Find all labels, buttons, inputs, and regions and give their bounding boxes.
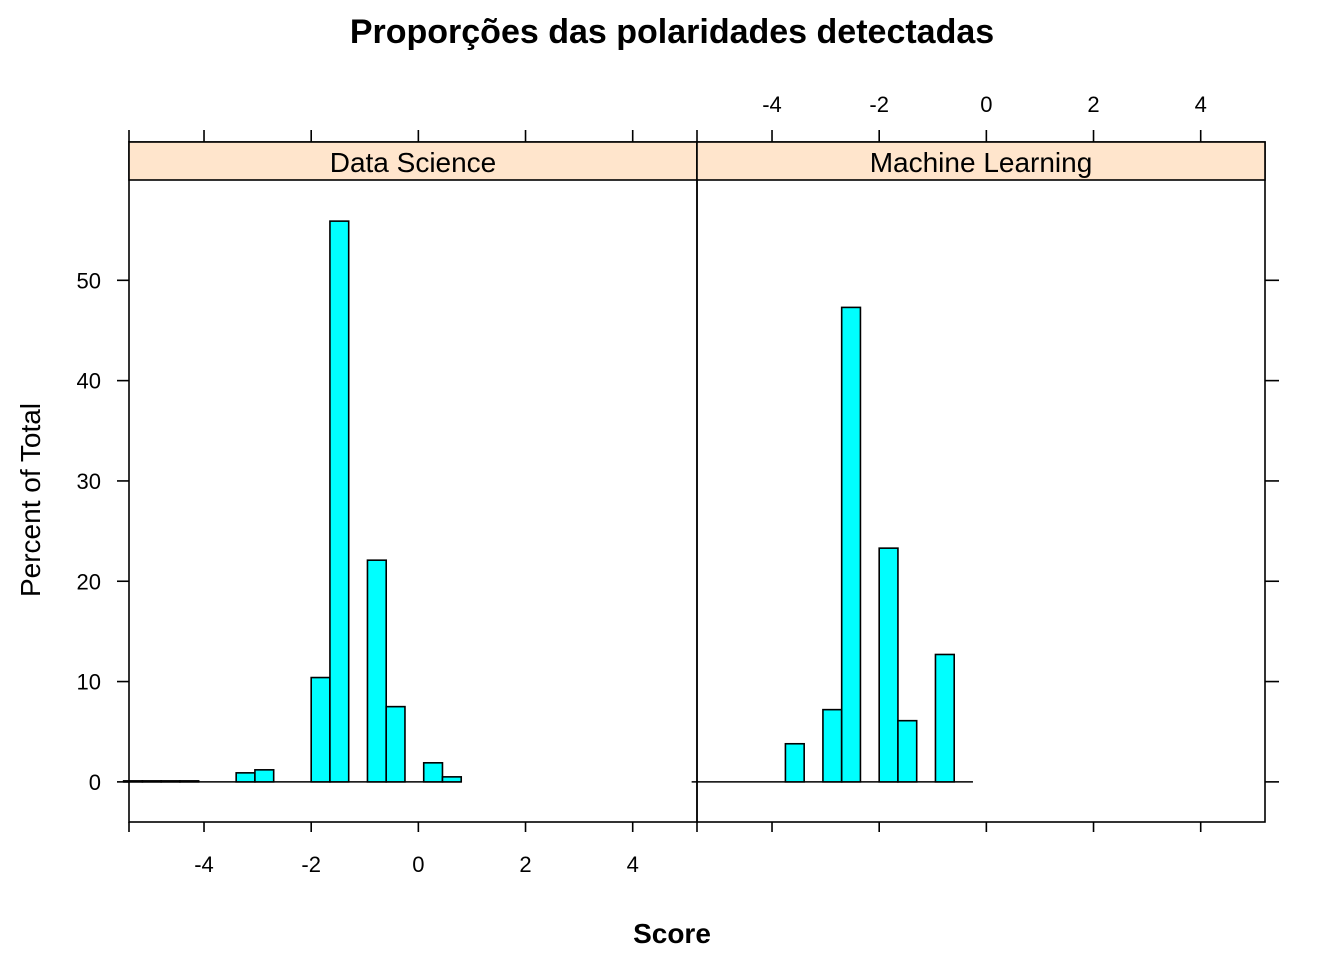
- histogram-bar: [235, 772, 256, 783]
- y-tick-label: 10: [77, 670, 101, 695]
- y-tick-label: 20: [77, 569, 101, 594]
- histogram-bar: [254, 769, 275, 783]
- histogram-bar: [179, 780, 200, 783]
- histogram-bar: [141, 780, 162, 783]
- histogram-bar: [310, 676, 331, 783]
- histogram-bar: [422, 762, 444, 783]
- histogram-bar: [897, 719, 918, 783]
- histogram-bar: [441, 776, 463, 783]
- histogram-bar: [329, 220, 350, 783]
- histogram-bar: [160, 780, 181, 783]
- panel-strip: [128, 141, 698, 181]
- histogram-bar: [840, 306, 862, 783]
- histogram-bar: [878, 547, 899, 783]
- y-tick-label: 30: [77, 469, 101, 494]
- histogram-bar: [934, 653, 956, 783]
- panel-strip-label: Machine Learning: [870, 147, 1093, 178]
- x-tick-label: 0: [412, 852, 424, 877]
- y-tick-label: 50: [77, 268, 101, 293]
- histogram-bar: [385, 705, 406, 783]
- x-tick-label-top: 2: [1087, 92, 1099, 117]
- plot-area: Data Science -4 -2 0 2 4 Machine Learning -4 -2 0…: [77, 92, 1279, 877]
- x-tick-label-top: -4: [762, 92, 782, 117]
- x-tick-label: -2: [301, 852, 321, 877]
- panel-frame: [696, 141, 1266, 823]
- x-tick-label-top: 4: [1195, 92, 1207, 117]
- histogram-bar: [822, 708, 843, 783]
- panel-frame: [128, 141, 698, 823]
- histogram-bar: [784, 742, 805, 783]
- x-tick-label-top: 0: [980, 92, 992, 117]
- y-axis-label: Percent of Total: [15, 403, 46, 597]
- x-tick-label-top: -2: [869, 92, 889, 117]
- panel-strip-label: Data Science: [330, 147, 497, 178]
- histogram-bar: [366, 559, 388, 783]
- x-tick-label: 4: [627, 852, 639, 877]
- x-tick-label: -4: [194, 852, 214, 877]
- panel-strip: [696, 141, 1266, 181]
- y-tick-label: 0: [89, 770, 101, 795]
- x-axis-label: Score: [633, 918, 711, 949]
- chart-title: Proporções das polaridades detectadas: [350, 13, 994, 51]
- y-tick-label: 40: [77, 369, 101, 394]
- x-tick-label: 2: [519, 852, 531, 877]
